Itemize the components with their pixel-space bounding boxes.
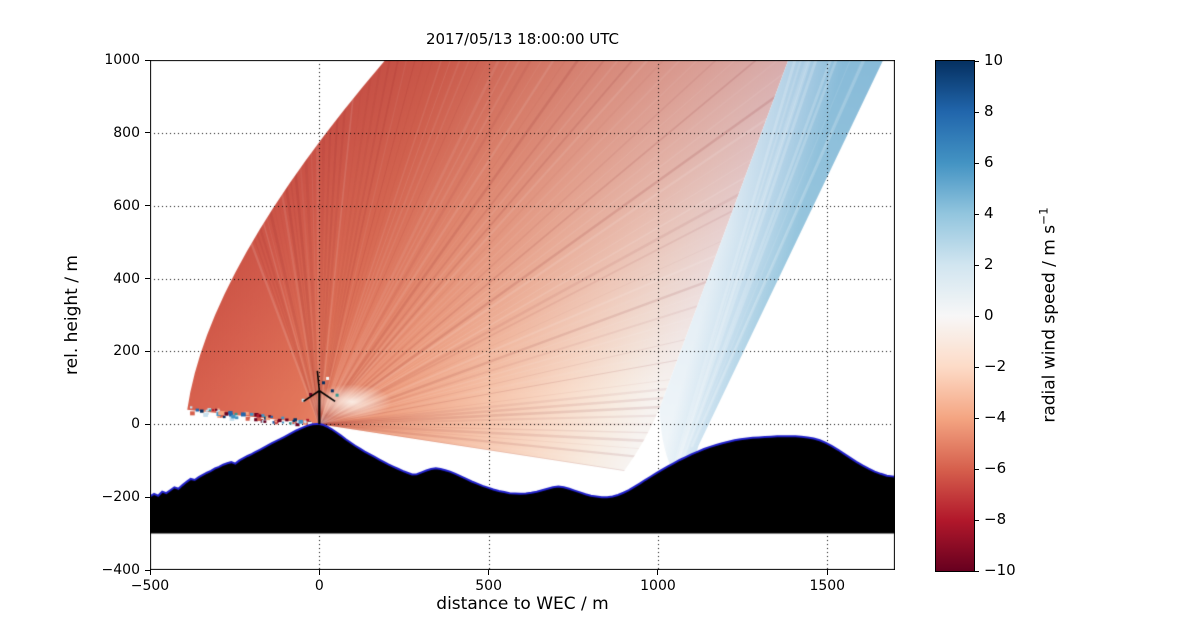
colorbar-tick-label: 2 [984,255,994,273]
y-tick-mark [145,496,150,498]
x-tick-label: −500 [130,578,170,594]
colorbar-label-text: radial wind speed / m s [1039,224,1060,423]
colorbar-tick-mark [975,519,979,521]
colorbar-tick-mark [975,315,979,317]
colorbar-tick-label: 8 [984,102,994,120]
colorbar-tick-label: −2 [984,357,1007,375]
colorbar-tick-mark [975,417,979,419]
y-tick-mark [145,423,150,425]
x-tick-mark [488,570,490,575]
x-tick-mark [826,570,828,575]
colorbar-tick-mark [975,162,979,164]
colorbar-tick-label: 4 [984,204,994,222]
y-tick-label: 400 [113,270,140,287]
colorbar-tick-label: −6 [984,459,1007,477]
x-axis-label: distance to WEC / m [436,594,609,614]
y-tick-label: 200 [113,343,140,360]
plot-title: 2017/05/13 18:00:00 UTC [425,30,620,48]
y-tick-mark [145,205,150,207]
x-tick-label: 500 [475,578,502,594]
y-tick-label: 600 [113,197,140,214]
colorbar-tick-mark [975,111,979,113]
y-tick-label: 0 [131,416,140,433]
colorbar-tick-mark [975,264,979,266]
colorbar-tick-mark [975,60,979,62]
colorbar-label-exponent: −1 [1036,207,1051,225]
scan-plot-canvas [150,60,895,570]
y-tick-label: −200 [101,489,140,506]
colorbar-tick-mark [975,366,979,368]
colorbar-tick-label: 6 [984,153,994,171]
colorbar-tick-label: 0 [984,306,994,324]
y-tick-label: 800 [113,124,140,141]
y-axis-label: rel. height / m [62,255,82,375]
colorbar-tick-label: −8 [984,510,1007,528]
colorbar-label: radial wind speed / m s−1 [1037,207,1060,422]
colorbar-tick-mark [975,468,979,470]
colorbar-tick-mark [975,213,979,215]
y-tick-mark [145,278,150,280]
x-tick-label: 1500 [809,578,846,594]
colorbar-tick-label: 10 [984,51,1004,69]
colorbar-tick-mark [975,570,979,572]
x-tick-label: 0 [314,578,324,594]
colorbar [935,60,975,572]
y-tick-mark [145,569,150,571]
y-tick-label: −400 [101,562,140,578]
x-tick-mark [149,570,151,575]
colorbar-tick-label: −10 [984,561,1016,579]
x-tick-mark [657,570,659,575]
y-tick-label: 1000 [104,52,140,68]
x-tick-mark [318,570,320,575]
y-tick-mark [145,59,150,61]
y-tick-mark [145,350,150,352]
x-tick-label: 1000 [640,578,676,594]
colorbar-tick-label: −4 [984,408,1007,426]
y-tick-mark [145,132,150,134]
